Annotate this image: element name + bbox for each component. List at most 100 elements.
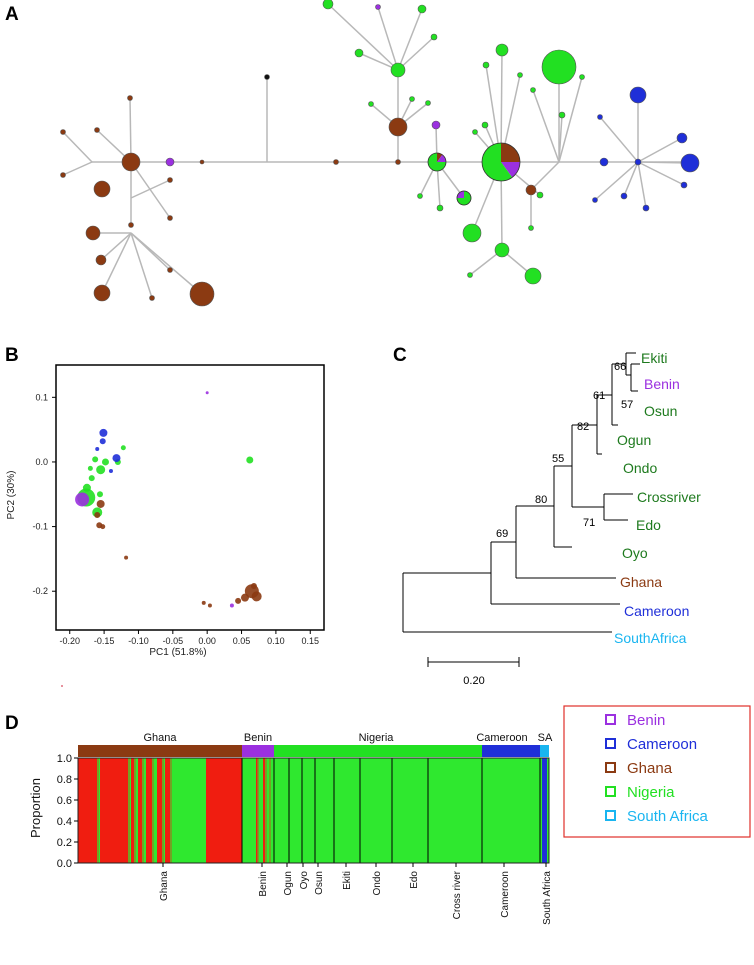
pca-plot-frame [55, 364, 325, 631]
network-node [128, 222, 134, 228]
structure-bar-red [256, 758, 258, 863]
network-node [93, 180, 111, 198]
network-node [517, 72, 523, 78]
network-node [676, 132, 688, 144]
structure-ylabel: Proportion [28, 778, 43, 838]
network-nodes [60, 0, 700, 307]
structure-sample-label: Cameroon [500, 871, 511, 918]
network-node [60, 172, 66, 178]
structure-plot: Ghana Benin Nigeria Cameroon SA 1.0 0.8 0.6 0.4 0… [57, 732, 553, 925]
network-node [85, 225, 101, 241]
legend-box [563, 705, 751, 838]
tree-scale-bar: 0.20 [427, 657, 520, 687]
network-node [93, 284, 111, 302]
structure-bar-red [131, 758, 134, 863]
region-strip-ghana [78, 745, 242, 757]
pca-point-cameroon [99, 428, 108, 437]
pca-point-ghana [235, 597, 242, 604]
network-node [680, 153, 700, 173]
structure-sample-label: Ondo [372, 871, 383, 896]
tree-bootstrap-value: 66 [614, 361, 626, 373]
phylogenetic-tree [402, 352, 640, 633]
tree-bootstrap-value: 57 [621, 399, 633, 411]
legend-label: South Africa [627, 808, 709, 825]
pca-point-ghana [240, 593, 249, 602]
network-node [436, 204, 444, 212]
pca-point-ghana [201, 600, 206, 605]
network-node [354, 48, 364, 58]
legend-swatch [605, 762, 616, 773]
network-pie-node [481, 142, 521, 182]
network-node [368, 101, 374, 107]
network-node [127, 95, 133, 101]
pca-xtick-label: -0.10 [128, 636, 149, 646]
structure-bar-red [157, 758, 162, 863]
pca-xlabel: PC1 (51.8%) [149, 647, 206, 658]
pca-point-ghana [251, 591, 262, 602]
pca-point-cameroon [95, 447, 100, 452]
network-node [629, 86, 647, 104]
structure-bar-red [146, 758, 152, 863]
structure-ytick: 0.2 [57, 837, 72, 849]
structure-sample-label: Ekiti [342, 871, 353, 890]
structure-bar-red [138, 758, 142, 863]
tree-bootstrap-value: 80 [535, 494, 547, 506]
network-node [430, 33, 438, 41]
pca-point-nigeria [120, 445, 126, 451]
network-node [167, 177, 173, 183]
network-node [558, 111, 566, 119]
network-node [388, 117, 408, 137]
network-node [597, 114, 603, 120]
network-node [94, 127, 100, 133]
pca-ytick-label: -0.2 [32, 586, 48, 596]
network-node [642, 204, 650, 212]
pca-point-cameroon [99, 438, 106, 445]
tree-leaf-label: Ekiti [641, 350, 667, 366]
pca-points [75, 391, 262, 608]
network-node [121, 152, 141, 172]
network-node [680, 181, 688, 189]
tree-bootstrap-value: 69 [496, 528, 508, 540]
pca-point-ghana [250, 583, 257, 590]
pca-xtick-label: 0.15 [301, 636, 319, 646]
region-label: Ghana [143, 732, 177, 744]
tree-leaf-label: Edo [636, 517, 661, 533]
network-node [199, 159, 205, 165]
pca-point-cameroon [112, 454, 121, 463]
pca-point-nigeria [87, 465, 93, 471]
network-node [634, 158, 642, 166]
pca-point-ghana [124, 555, 129, 560]
region-strip-benin [242, 745, 274, 757]
pca-ticks: -0.20 -0.15 -0.10 -0.05 0.00 0.05 0.10 0.15 0.1 0… [32, 392, 319, 646]
legend-swatch [605, 738, 616, 749]
tree-leaf-label: Osun [644, 403, 677, 419]
pca-ytick-label: -0.1 [32, 522, 48, 532]
structure-sample-label: Osun [314, 871, 325, 895]
network-node [525, 184, 537, 196]
legend-label: Benin [627, 712, 665, 729]
pca-xtick-label: -0.20 [59, 636, 80, 646]
network-node [167, 215, 173, 221]
structure-sample-label: South Africa [542, 871, 553, 925]
network-node [322, 0, 334, 10]
tree-bootstrap-value: 82 [577, 421, 589, 433]
pca-xtick-label: -0.15 [94, 636, 115, 646]
tree-leaf-label: Ondo [623, 460, 657, 476]
network-node [149, 295, 155, 301]
pca-point-ghana [94, 511, 101, 518]
region-strip-cameroon [482, 745, 540, 757]
legend-label: Nigeria [627, 784, 675, 801]
tree-labels: Ekiti Benin Osun Ogun Ondo Crossriver Edo Oyo Gh… [496, 350, 701, 646]
region-strip-south_africa [540, 745, 549, 757]
structure-bar-red [263, 758, 265, 863]
network-node [375, 4, 381, 10]
network-node [60, 129, 66, 135]
network-node [95, 254, 107, 266]
pca-xtick-label: 0.05 [233, 636, 251, 646]
tree-bootstrap-value: 61 [593, 390, 605, 402]
pca-point-cameroon [108, 469, 113, 473]
network-node [165, 157, 175, 167]
network-node [409, 96, 415, 102]
tree-leaf-label: Ogun [617, 432, 651, 448]
network-node [462, 223, 482, 243]
